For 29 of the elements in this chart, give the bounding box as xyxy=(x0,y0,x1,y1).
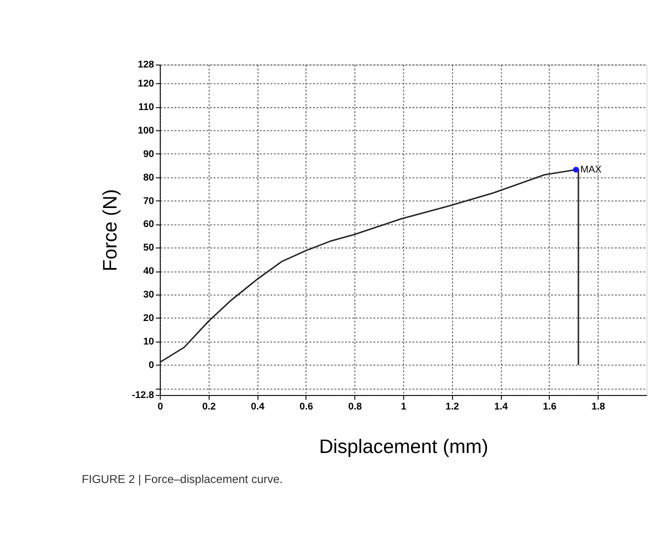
y-tick-label: -12.8 xyxy=(132,390,155,402)
y-tick-label: 80 xyxy=(143,172,155,184)
y-tick-label: 90 xyxy=(143,148,155,160)
y-tick-label: 60 xyxy=(143,219,155,230)
x-tick-label: 1.6 xyxy=(542,402,558,413)
y-tick-label: 30 xyxy=(143,290,155,301)
x-tick-label: 0.8 xyxy=(348,402,362,413)
y-tick-label: 40 xyxy=(143,266,155,278)
y-tick-label: 110 xyxy=(138,102,155,113)
y-axis-title: Force (N) xyxy=(100,188,122,272)
y-tick-label: 10 xyxy=(143,336,155,348)
y-tick-label: 0 xyxy=(148,360,155,372)
annotation: MAX xyxy=(580,164,602,176)
y-tick-label: 20 xyxy=(143,313,155,324)
x-tick-label: 1.8 xyxy=(592,402,606,413)
x-tick-label: 0.6 xyxy=(300,402,314,413)
x-tick-label: 1.4 xyxy=(494,402,508,413)
x-tick-label: 0 xyxy=(158,402,164,413)
x-tick-label: 0.2 xyxy=(202,402,216,413)
x-tick-label: 0.4 xyxy=(250,402,265,413)
x-tick-label: 1 xyxy=(400,402,407,413)
y-tick-label: 100 xyxy=(138,125,155,136)
x-axis-title: Displacement (mm) xyxy=(319,436,488,458)
y-tick-label: 120 xyxy=(138,78,155,90)
y-tick-label: 50 xyxy=(143,242,155,254)
x-tick-label: 1.2 xyxy=(446,402,460,413)
y-tick-label: 70 xyxy=(143,196,155,207)
caption: FIGURE 2 | Force–displacement curve. xyxy=(82,474,283,486)
y-tick-label: 128 xyxy=(138,60,155,71)
